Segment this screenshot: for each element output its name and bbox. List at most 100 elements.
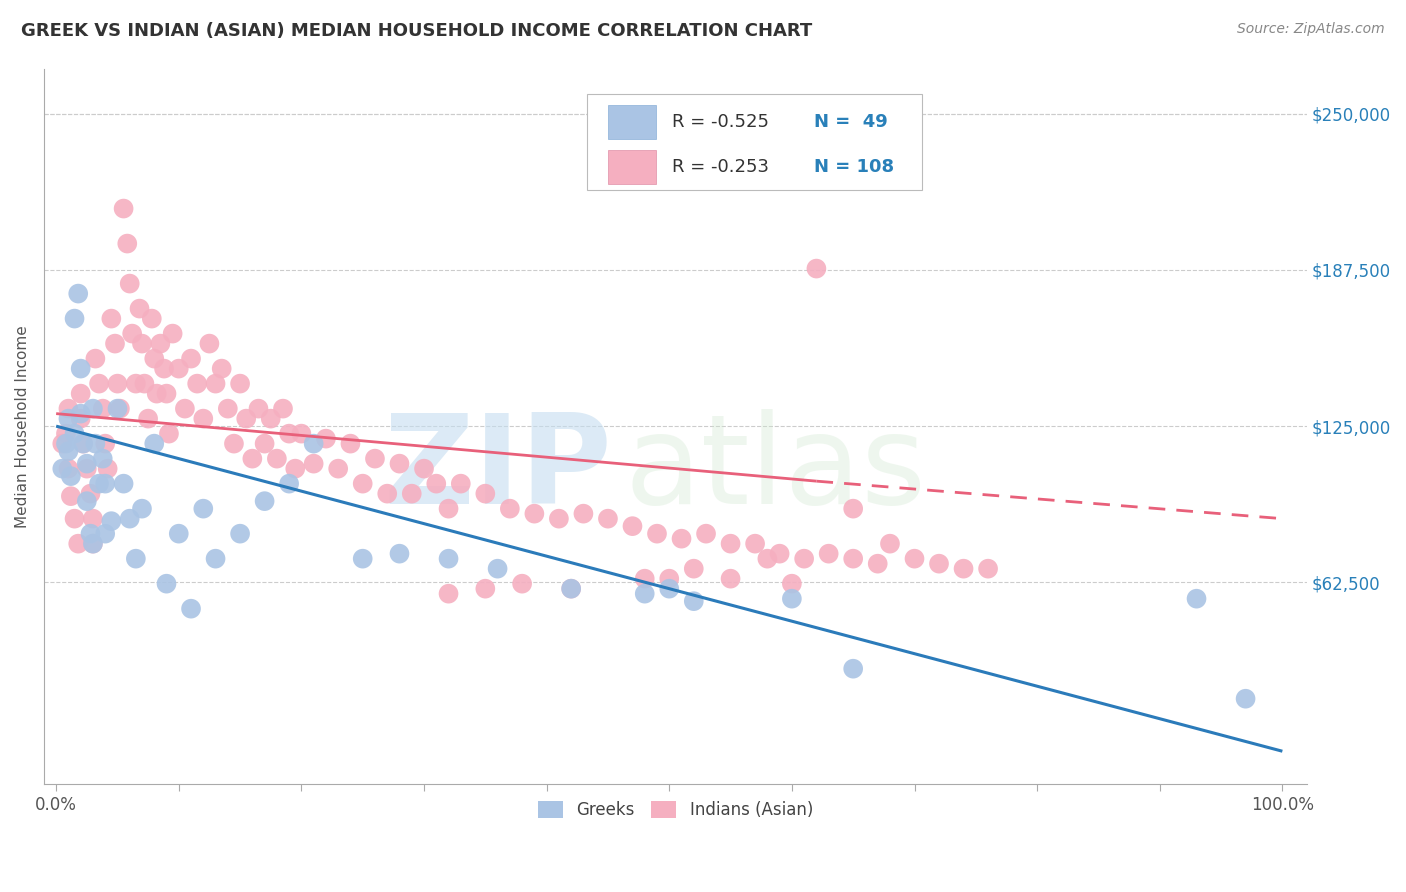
- Point: [157, 426, 180, 441]
- Point: [866, 557, 889, 571]
- Point: [425, 476, 447, 491]
- Point: [204, 551, 226, 566]
- Point: [112, 476, 135, 491]
- Point: [284, 461, 307, 475]
- Point: [108, 401, 131, 416]
- Point: [112, 202, 135, 216]
- Point: [55, 436, 77, 450]
- FancyBboxPatch shape: [586, 94, 922, 190]
- Point: [69, 361, 91, 376]
- Point: [193, 411, 215, 425]
- Point: [121, 326, 143, 341]
- Point: [58, 461, 80, 475]
- Point: [76, 461, 98, 475]
- Point: [842, 501, 865, 516]
- Point: [375, 486, 398, 500]
- Point: [523, 507, 546, 521]
- Point: [186, 376, 208, 391]
- Point: [91, 451, 114, 466]
- Text: GREEK VS INDIAN (ASIAN) MEDIAN HOUSEHOLD INCOME CORRELATION CHART: GREEK VS INDIAN (ASIAN) MEDIAN HOUSEHOLD…: [21, 22, 813, 40]
- Point: [260, 411, 283, 425]
- Point: [128, 301, 150, 316]
- Point: [510, 576, 533, 591]
- Point: [76, 457, 98, 471]
- Text: atlas: atlas: [624, 409, 927, 530]
- Point: [928, 557, 950, 571]
- Point: [756, 551, 779, 566]
- Point: [278, 426, 301, 441]
- Point: [131, 336, 153, 351]
- Point: [63, 511, 86, 525]
- Point: [167, 361, 190, 376]
- Point: [253, 436, 276, 450]
- Point: [107, 376, 129, 391]
- Point: [141, 311, 163, 326]
- Point: [952, 562, 974, 576]
- Point: [486, 562, 509, 576]
- Point: [768, 547, 790, 561]
- Point: [153, 361, 176, 376]
- Point: [352, 476, 374, 491]
- Point: [682, 562, 704, 576]
- Point: [107, 401, 129, 416]
- Point: [59, 469, 82, 483]
- Point: [222, 436, 245, 450]
- Point: [560, 582, 582, 596]
- Point: [145, 386, 167, 401]
- Point: [131, 501, 153, 516]
- Point: [474, 486, 496, 500]
- Text: ZIP: ZIP: [384, 409, 612, 530]
- Point: [977, 562, 1000, 576]
- Point: [94, 436, 117, 450]
- Point: [658, 582, 681, 596]
- Point: [211, 361, 233, 376]
- Point: [364, 451, 387, 466]
- Point: [63, 311, 86, 326]
- Point: [437, 551, 460, 566]
- Point: [793, 551, 815, 566]
- Point: [388, 457, 411, 471]
- Point: [59, 489, 82, 503]
- Point: [76, 494, 98, 508]
- Point: [315, 432, 337, 446]
- Point: [780, 576, 803, 591]
- Point: [720, 536, 742, 550]
- Text: N = 108: N = 108: [814, 158, 894, 176]
- Point: [682, 594, 704, 608]
- Point: [87, 376, 110, 391]
- Point: [67, 286, 90, 301]
- Point: [79, 526, 101, 541]
- Point: [118, 277, 141, 291]
- Point: [69, 386, 91, 401]
- Point: [240, 451, 263, 466]
- Point: [58, 444, 80, 458]
- Point: [143, 351, 166, 366]
- Y-axis label: Median Household Income: Median Household Income: [15, 325, 30, 527]
- Bar: [609, 150, 657, 184]
- Point: [339, 436, 361, 450]
- Point: [84, 351, 107, 366]
- Point: [174, 401, 197, 416]
- Point: [658, 572, 681, 586]
- Point: [1185, 591, 1208, 606]
- Point: [100, 311, 122, 326]
- Point: [149, 336, 172, 351]
- Point: [58, 401, 80, 416]
- Point: [143, 436, 166, 450]
- Point: [235, 411, 257, 425]
- Point: [72, 436, 94, 450]
- Text: N =  49: N = 49: [814, 113, 889, 131]
- Point: [117, 236, 139, 251]
- Point: [302, 457, 325, 471]
- Point: [720, 572, 742, 586]
- Point: [155, 576, 177, 591]
- Point: [79, 486, 101, 500]
- Point: [634, 587, 657, 601]
- Point: [247, 401, 270, 416]
- Text: R = -0.525: R = -0.525: [672, 113, 769, 131]
- Point: [104, 336, 127, 351]
- Point: [82, 511, 104, 525]
- Point: [69, 411, 91, 425]
- Point: [51, 436, 73, 450]
- Point: [499, 501, 522, 516]
